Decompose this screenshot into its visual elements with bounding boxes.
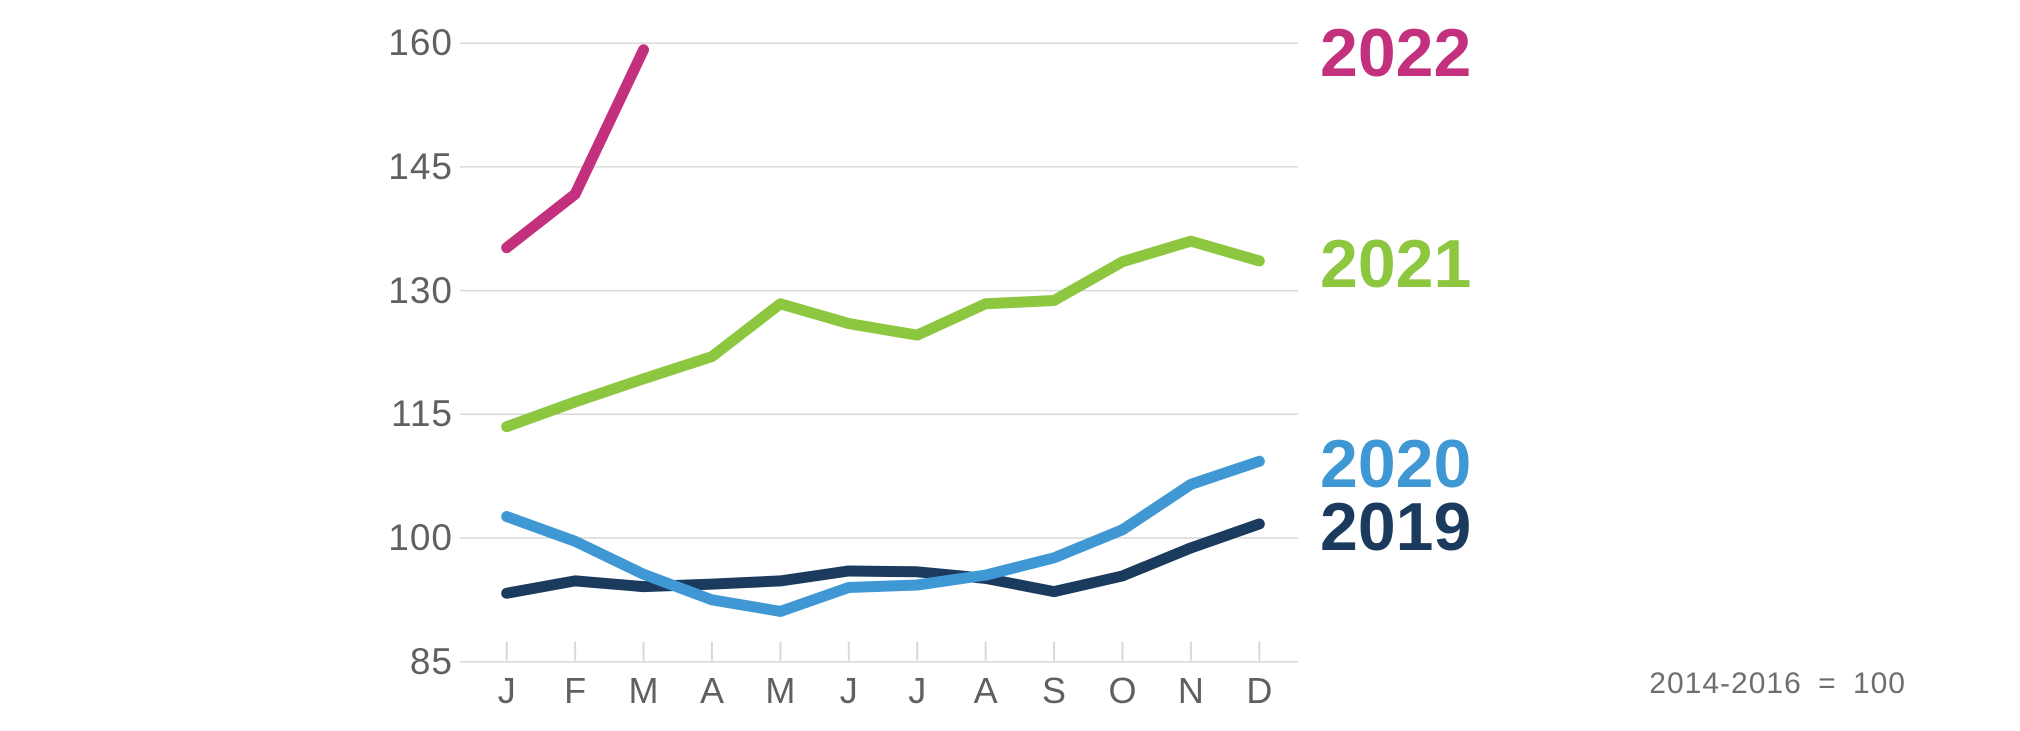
x-tick-label-month-1: J: [497, 670, 516, 711]
x-tick-label-month-3: M: [628, 670, 659, 711]
y-tick-label-85: 85: [409, 640, 453, 682]
x-tick-label-month-11: N: [1177, 670, 1204, 711]
y-tick-label-115: 115: [391, 393, 453, 435]
year-label-2021: 2021: [1320, 225, 1472, 302]
x-tick-label-month-10: O: [1108, 670, 1137, 711]
index-base-note: 2014-2016 = 100: [1649, 667, 1906, 700]
line-2022: [501, 44, 650, 254]
x-tick-label-month-6: J: [839, 670, 858, 711]
x-tick-label-month-5: M: [765, 670, 796, 711]
y-tick-label-160: 160: [388, 22, 453, 64]
line-2020: [501, 455, 1265, 617]
y-tick-label-100: 100: [388, 516, 453, 558]
x-tick-label-month-12: D: [1246, 670, 1273, 711]
year-label-2020: 2020: [1320, 426, 1472, 503]
y-tick-label-130: 130: [388, 269, 453, 311]
line-2019: [501, 518, 1265, 599]
x-tick-label-month-9: S: [1042, 670, 1067, 711]
y-tick-label-145: 145: [388, 145, 453, 187]
x-tick-label-month-4: A: [699, 670, 724, 711]
x-tick-label-month-8: A: [973, 670, 998, 711]
year-label-2019: 2019: [1320, 488, 1472, 565]
year-label-2022: 2022: [1320, 14, 1472, 91]
x-tick-label-month-2: F: [564, 670, 587, 711]
x-tick-label-month-7: J: [908, 670, 927, 711]
line-2021: [501, 235, 1265, 433]
